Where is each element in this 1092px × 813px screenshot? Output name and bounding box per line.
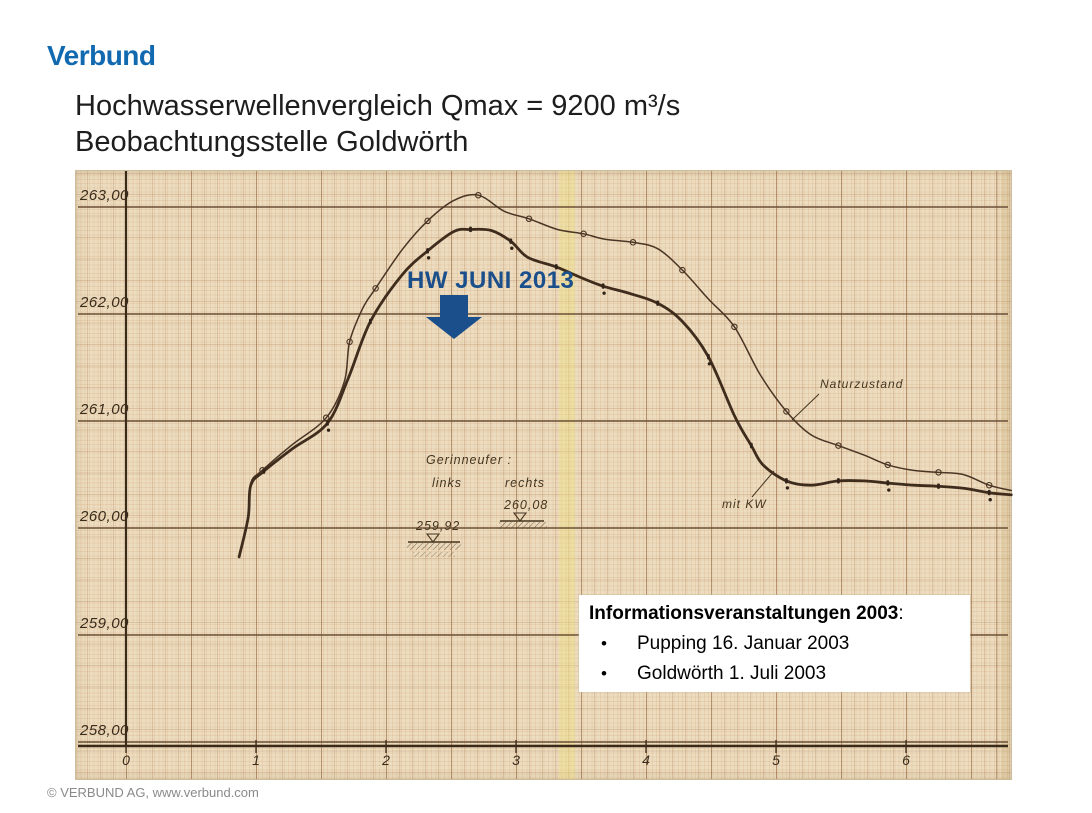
- water-level-rechts-value: 260,08: [504, 498, 549, 512]
- hydrograph-svg: [78, 171, 1013, 753]
- mit-kw-series-label: mit KW: [722, 497, 767, 511]
- slide-title-line1: Hochwasserwellenvergleich Qmax = 9200 m³…: [75, 90, 681, 122]
- y-axis-label-258: 258,00: [80, 722, 129, 739]
- x-axis-label-0: 0: [122, 752, 130, 768]
- links-label: links: [432, 476, 463, 490]
- y-axis-label-263: 263,00: [80, 187, 129, 204]
- x-axis-label-6: 6: [902, 752, 910, 768]
- curve-mit-kw: [237, 227, 1013, 559]
- info-box-title-colon: :: [898, 603, 904, 624]
- water-level-symbol-rechts: [499, 512, 547, 529]
- info-box-title-bold: Informationsveranstaltungen 2003: [589, 603, 899, 624]
- y-axis-label-262: 262,00: [80, 294, 129, 311]
- scan-artifact-band: [559, 171, 575, 779]
- water-level-symbol-links: [407, 533, 461, 557]
- x-axis-label-5: 5: [772, 752, 780, 768]
- slide-title: Hochwasserwellenvergleich Qmax = 9200 m³…: [75, 88, 680, 160]
- hw-juni-2013-label: HW JUNI 2013: [407, 267, 575, 294]
- y-axis-label-259: 259,00: [80, 615, 129, 632]
- verbund-logo: Verbund: [47, 40, 156, 71]
- x-axis-label-2: 2: [382, 752, 390, 768]
- rechts-label: rechts: [505, 476, 546, 490]
- y-axis-label-261: 261,00: [80, 401, 129, 418]
- scan-artifact-band-2: [1001, 171, 1009, 779]
- info-box-title: Informationsveranstaltungen 2003:: [589, 600, 960, 628]
- info-box-list: Pupping 16. Januar 2003 Goldwörth 1. Jul…: [589, 629, 960, 689]
- x-axis-label-4: 4: [642, 752, 650, 768]
- naturzustand-leader-line: [791, 393, 820, 421]
- naturzustand-series-label: Naturzustand: [820, 377, 904, 391]
- gerinneufer-label: Gerinneufer :: [426, 453, 512, 467]
- hydrograph-chart-scan: 263,00 262,00 261,00 260,00 259,00 258,0…: [75, 170, 1013, 780]
- info-box: Informationsveranstaltungen 2003: Puppin…: [579, 595, 970, 692]
- info-box-item-pupping: Pupping 16. Januar 2003: [589, 629, 960, 659]
- curve-naturzustand: [238, 193, 1013, 558]
- slide-title-line2: Beobachtungsstelle Goldwörth: [75, 126, 469, 158]
- water-level-links-value: 259,92: [416, 519, 461, 533]
- x-axis-label-3: 3: [512, 752, 520, 768]
- info-box-item-goldwoerth: Goldwörth 1. Juli 2003: [589, 659, 960, 689]
- x-axis-label-1: 1: [252, 752, 260, 768]
- y-axis-label-260: 260,00: [80, 508, 129, 525]
- copyright-footer: © VERBUND AG, www.verbund.com: [47, 785, 259, 800]
- hw-juni-2013-arrow-icon: [426, 295, 482, 339]
- mit-kw-leader-line: [751, 470, 775, 498]
